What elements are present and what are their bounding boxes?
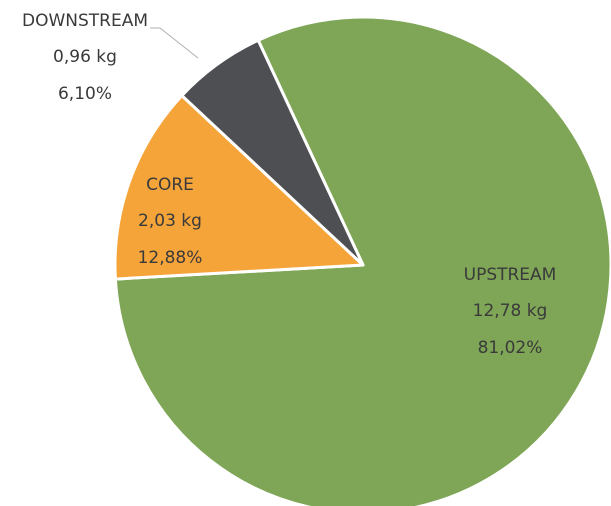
percentage-label: 81,02% — [478, 338, 543, 358]
percentage-label: 6,10% — [58, 84, 112, 104]
pie-slice — [113, 94, 365, 281]
value-label: 2,03 kg — [138, 211, 202, 231]
slice-label: CORE — [146, 175, 194, 195]
pie-slice — [180, 38, 365, 267]
value-label: 12,78 kg — [473, 301, 548, 321]
slice-label: UPSTREAM — [464, 265, 557, 285]
percentage-label: 12,88% — [138, 248, 203, 268]
value-label: 0,96 kg — [53, 47, 117, 67]
slice-label: DOWNSTREAM — [22, 11, 148, 31]
pie-slice — [113, 15, 611, 506]
leader-line — [150, 27, 199, 59]
